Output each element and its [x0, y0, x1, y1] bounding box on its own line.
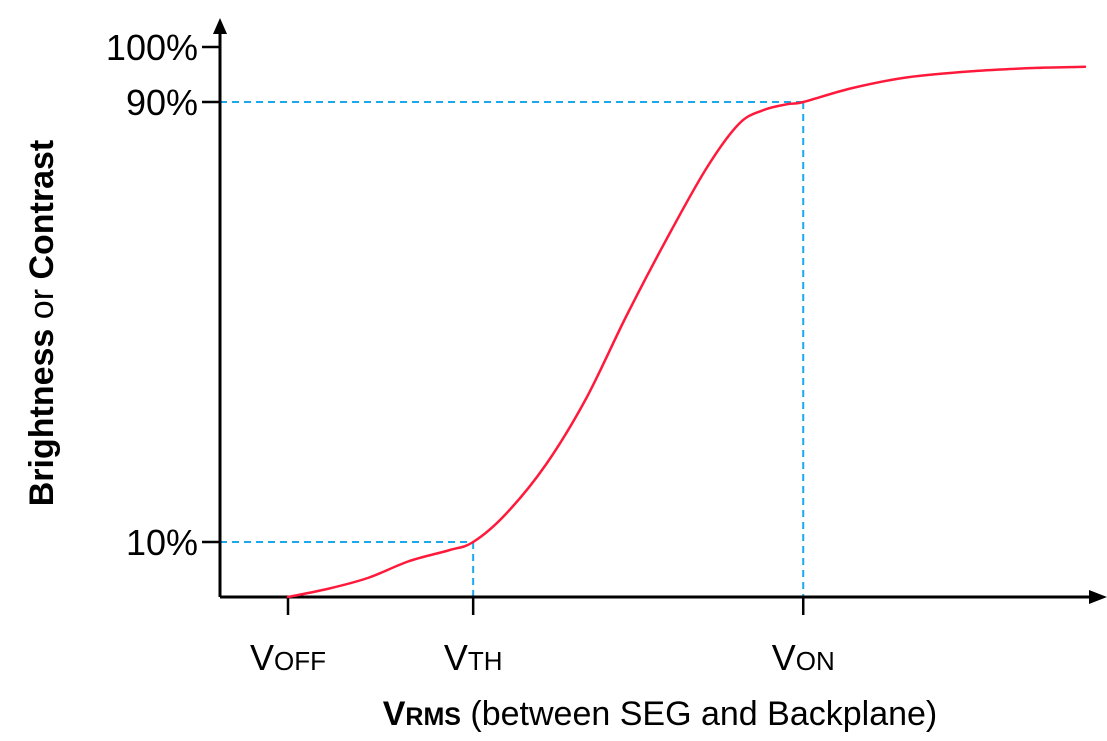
y-axis-arrow — [213, 18, 227, 34]
x-axis-arrow — [1089, 590, 1107, 604]
response-curve — [286, 65, 1087, 599]
x-tick-label: VOFF — [250, 637, 326, 678]
y-tick-label: 90% — [126, 82, 198, 123]
y-tick-label: 10% — [126, 522, 198, 563]
curve-group — [286, 65, 1087, 599]
x-tick-label: VON — [772, 637, 835, 678]
x-axis-title: VRMS (between SEG and Backplane) — [383, 695, 938, 733]
y-ticks: 100% 90% 10% — [106, 27, 220, 563]
x-tick-label: VTH — [444, 637, 503, 678]
guide-lines — [220, 101, 805, 597]
y-tick-label: 100% — [106, 27, 198, 68]
x-ticks: VOFF VTH VON — [250, 597, 835, 678]
axes — [213, 18, 1107, 604]
y-axis-title: Brightness or Contrast — [23, 140, 61, 507]
